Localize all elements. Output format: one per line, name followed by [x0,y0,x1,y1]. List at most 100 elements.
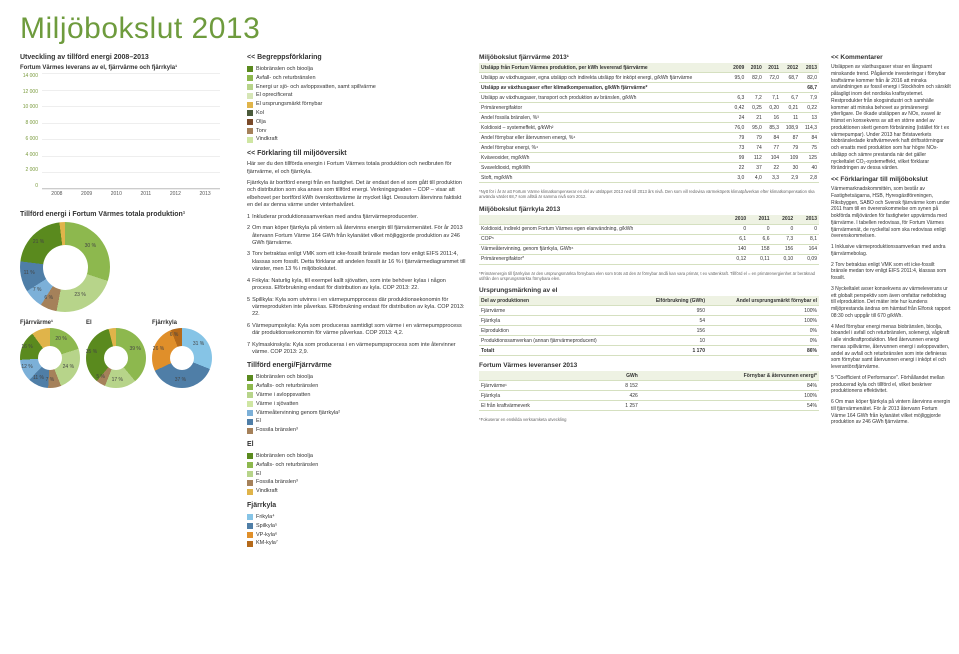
far-n6: 6 Om man köper fjärrkyla på vintern åter… [831,399,951,426]
ytick: 4 000 [20,152,38,158]
table-ursprung-el: Ursprungsmärkning av el Del av produktio… [479,287,819,356]
col-far: << Kommentarer Utsläppen av växthusgaser… [831,54,951,554]
ytick: 2 000 [20,167,38,173]
begrepps-head: << Begreppsförklaring [247,54,467,61]
ytick: 0 [20,183,38,189]
legend-text: Fossila bränslen³ [256,478,298,487]
legend-swatch [247,532,253,538]
legend-text: Spilkyla⁵ [256,522,277,531]
donut-slice-label: 5 % [96,374,105,380]
notes-list: 1Inkluderar produktionssamverkan med and… [247,214,467,357]
donut-slice-label: 21 % [33,239,44,245]
legend-item: Kol [247,109,467,118]
far-n2: 2 Torv betraktas enligt VMK som ett icke… [831,262,951,282]
table-row: El från kraftvärmeverk1 25754% [479,401,819,411]
donut-slice-label: 20 % [55,336,66,342]
legend-text: Biobränslen och bioolja [256,452,313,461]
legend-text: El [256,417,261,426]
legend-text: Värmeåtervinning genom fjärrkyla² [256,409,340,418]
kommentar-head: << Kommentarer [831,54,951,61]
donut-slice-label: 7 % [46,377,55,383]
col-mid: << Begreppsförklaring Biobränslen och bi… [247,54,467,554]
legend-fk: Frikyla⁴Spilkyla⁵VP-kyla⁶KM-kyla⁷ [247,513,467,548]
legend-swatch [247,392,253,398]
th: 2011 [748,215,771,225]
note-7: 7Kylmaskinskyla: Kyla som produceras i e… [247,342,467,357]
ytick: 14 000 [20,73,38,79]
legend-item: Fossila bränslen³ [247,478,467,487]
table-row: Koldioxid, indirekt genom Fortum Värmes … [479,224,819,234]
small-donut-caption: El [86,320,146,326]
t2-title: Miljöbokslut fjärrkyla 2013 [479,206,819,215]
t3-title: Ursprungsmärkning av el [479,287,819,296]
ytick: 10 000 [20,104,38,110]
table-row: Svaveldioxid, mg/kWh2237223040 [479,163,819,173]
legend-swatch [247,480,253,486]
col-right: Miljöbokslut fjärrvärme 2013¹ Utsläpp fr… [479,54,819,554]
far-p2: Värmemarknadskommittén, som består av Fa… [831,186,951,240]
donut-slice-label: 6 % [44,295,53,301]
legend-el-title: El [247,441,467,448]
th: 2013 [795,215,819,225]
donut-slice-label: 30 % [85,243,96,249]
t2-fine: *Primärenergin till fjärrkylan är den ur… [479,271,819,282]
th: Elförbrukning (GWh) [637,296,707,306]
small-donut-caption: Fjärrkyla [152,320,212,326]
legend-swatch [247,102,253,108]
col-left: Utveckling av tillförd energi 2008–2013 … [20,54,235,554]
table-fjarrkyla-2013: Miljöbokslut fjärrkyla 2013 201020112012… [479,206,819,265]
legend-swatch [247,75,253,81]
legend-swatch [247,375,253,381]
table-row: Utsläpp av växthusgaser, transport och p… [479,93,819,103]
legend-item: Värmeåtervinning genom fjärrkyla² [247,409,467,418]
small-donut-2: 31 %37 %26 %6 % [152,328,212,388]
table-row: Primärenergifaktor*0,120,110,100,09 [479,254,819,264]
chart-title: Utveckling av tillförd energi 2008–2013 [20,54,235,61]
table-row: Kväveoxider, mg/kWh99112104109125 [479,153,819,163]
donut-slice-label: 11 % [33,375,44,381]
stacked-bar-chart: 14 00012 00010 0008 0006 0004 0002 0000 … [20,73,220,203]
table-row: Produktionssamverkan (annan fjärrvärmepr… [479,336,819,346]
table-row: Andel förnybar eller återvunnen energi, … [479,133,819,143]
legend-item: El [247,417,467,426]
legend-text: Vindkraft [256,487,278,496]
th: GWh [602,371,640,381]
legend-item: Torv [247,127,467,136]
table-row: Fjärrkyla426100% [479,391,819,401]
page-title: Miljöbokslut 2013 [0,0,959,54]
table-row: Primärenergifaktor0,420,250,200,210,22 [479,103,819,113]
legend-fk-title: Fjärrkyla [247,502,467,509]
ytick: 12 000 [20,89,38,95]
legend-item: Biobränslen och bioolja [247,452,467,461]
table-leveranser: Fortum Värmes leveranser 2013 GWhFörnyba… [479,362,819,411]
legend-swatch [247,66,253,72]
xtick: 2008 [51,191,62,203]
donut-slice-label: 11 % [24,270,35,276]
legend-swatch [247,514,253,520]
xtick: 2010 [111,191,122,203]
legend-item: El oprecificerat [247,91,467,100]
legend-item: VP-kyla⁶ [247,531,467,540]
legend-item: Frikyla⁴ [247,513,467,522]
content-grid: Utveckling av tillförd energi 2008–2013 … [0,54,959,554]
legend-text: Fossila bränslen³ [256,426,298,435]
th: Andel ursprungsmärkt förnybar el [707,296,819,306]
th: Del av produktionen [479,296,637,306]
th: 2012 [771,215,795,225]
legend-text: El oprecificerat [256,91,292,100]
legend-item: KM-kyla⁷ [247,539,467,548]
fork-head: << Förklaring till miljööversikt [247,150,467,157]
legend-item: Biobränslen och bioolja [247,373,467,382]
legend-swatch [247,428,253,434]
legend-swatch [247,128,253,134]
donut-main: 30 %23 %6 %7 %11 %21 % [20,222,110,312]
table-fjarrvarme-2013: Miljöbokslut fjärrvärme 2013¹ Utsläpp fr… [479,54,819,183]
legend-text: Frikyla⁴ [256,513,275,522]
legend-item: Avfall- och returbränslen [247,74,467,83]
chart-subtitle: Fortum Värmes leverans av el, fjärrvärme… [20,65,235,71]
donut-slice-label: 31 % [193,341,204,347]
legend-swatch [247,119,253,125]
far-n3: 3 Nyckeltalet avser konsekvens av värmel… [831,286,951,320]
legend-swatch [247,419,253,425]
legend-swatch [247,541,253,547]
